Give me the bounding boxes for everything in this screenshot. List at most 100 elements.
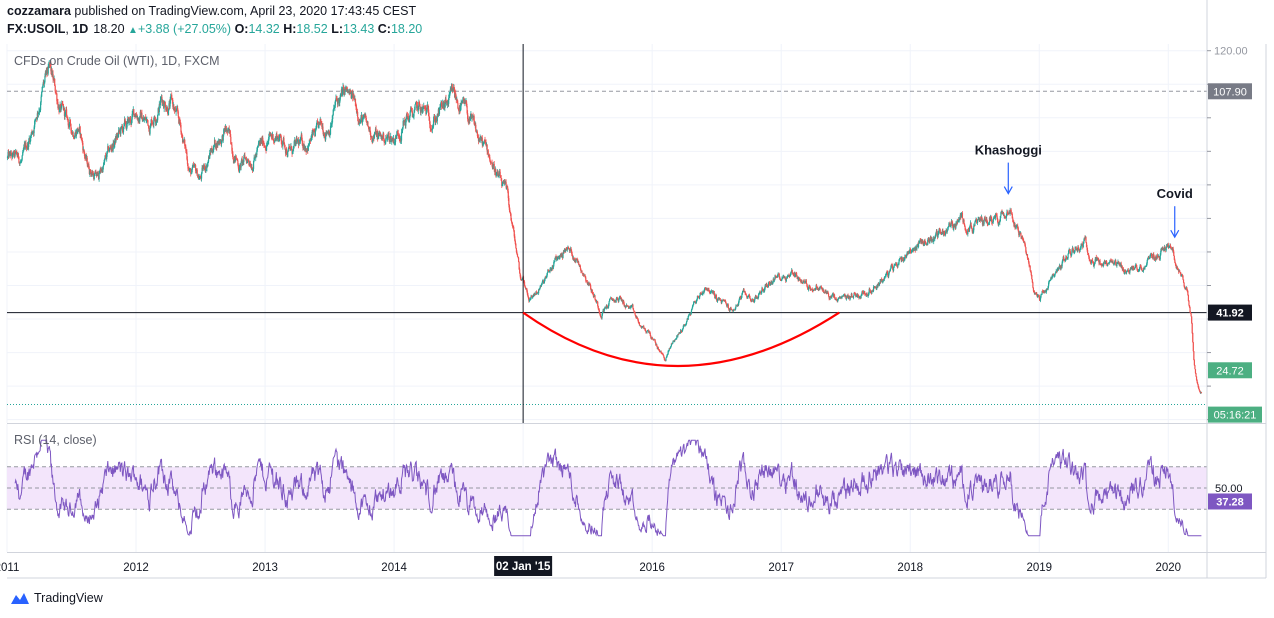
candle-body xyxy=(19,161,22,164)
candle-body xyxy=(225,127,227,129)
low-value: 13.43 xyxy=(343,22,375,36)
candle-body xyxy=(616,297,618,299)
candle-body xyxy=(121,126,124,132)
author-name[interactable]: cozzamara xyxy=(7,4,71,18)
candle-body xyxy=(388,132,390,139)
candle-body xyxy=(778,273,780,277)
candle-body xyxy=(999,215,1001,222)
candle-body xyxy=(400,132,403,141)
candle-body xyxy=(691,305,694,309)
candle-body xyxy=(646,330,648,333)
candle-body xyxy=(592,293,594,295)
candle-body xyxy=(806,283,808,287)
candle-body xyxy=(751,299,753,302)
candle-body xyxy=(393,138,395,144)
candle-body xyxy=(95,170,97,174)
candle-body xyxy=(924,240,926,243)
candle-body xyxy=(357,117,359,122)
candle-body xyxy=(618,298,620,302)
candle-body xyxy=(46,67,48,71)
candle-body xyxy=(179,122,182,126)
candle-body xyxy=(70,130,73,133)
candle-body xyxy=(362,116,365,118)
candle-body xyxy=(475,124,477,132)
candle-body xyxy=(235,156,237,159)
candle-body xyxy=(1103,261,1105,264)
candle-body xyxy=(455,97,457,101)
candle-body xyxy=(927,239,929,245)
candle-body xyxy=(200,172,203,179)
candle-body xyxy=(589,283,591,286)
candle-body xyxy=(667,351,669,354)
candle-body xyxy=(1192,333,1194,343)
candle-body xyxy=(853,293,856,294)
candle-body xyxy=(407,116,410,121)
candle-body xyxy=(758,293,760,297)
candle-body xyxy=(637,318,639,320)
candle-body xyxy=(420,110,422,113)
interval[interactable]: 1D xyxy=(72,22,89,36)
low-label: L: xyxy=(331,22,343,36)
candle-body xyxy=(126,121,128,124)
candle-body xyxy=(323,134,326,137)
candle-body xyxy=(849,296,851,299)
candle-body xyxy=(497,175,500,177)
candle-body xyxy=(1110,259,1112,263)
candle-body xyxy=(687,316,689,320)
candle-body xyxy=(308,144,310,146)
candle-body xyxy=(599,312,601,315)
candle-body xyxy=(883,279,885,280)
candle-body xyxy=(884,275,887,278)
candle-body xyxy=(1087,249,1089,253)
candle-body xyxy=(1168,246,1171,248)
candle-body xyxy=(1048,282,1050,287)
candle-body xyxy=(147,120,149,126)
candle-body xyxy=(761,288,763,292)
candle-body xyxy=(402,127,404,131)
candle-body xyxy=(827,291,829,294)
candle-body xyxy=(690,312,692,315)
candle-body xyxy=(236,159,238,161)
candle-body xyxy=(752,299,754,301)
candle-body xyxy=(362,116,364,121)
candle-body xyxy=(94,174,96,176)
candle-body xyxy=(64,113,66,117)
candle-body xyxy=(501,180,503,187)
candle-body xyxy=(31,133,34,134)
candle-body xyxy=(1027,258,1029,259)
symbol[interactable]: FX:USOIL xyxy=(7,22,66,36)
candle-body xyxy=(113,144,115,146)
candle-body xyxy=(405,115,408,120)
candle-body xyxy=(77,128,79,130)
candle-body xyxy=(747,295,749,297)
candle-body xyxy=(1156,255,1159,257)
candle-body xyxy=(1063,256,1065,260)
candle-body xyxy=(539,287,541,290)
candle-body xyxy=(974,222,976,226)
candle-body xyxy=(509,211,512,214)
candle-body xyxy=(1071,250,1073,254)
candle-body xyxy=(519,269,521,274)
candle-body xyxy=(313,129,315,131)
candle-body xyxy=(1173,251,1175,256)
candle-body xyxy=(318,122,320,126)
candle-body xyxy=(736,305,738,307)
candle-body xyxy=(120,128,122,134)
candle-body xyxy=(747,296,749,299)
candle-body xyxy=(438,107,441,114)
candle-body xyxy=(10,152,12,156)
candle-body xyxy=(262,137,264,144)
candle-body xyxy=(1012,218,1014,222)
candle-body xyxy=(1136,267,1138,270)
candle-body xyxy=(120,126,122,129)
candle-body xyxy=(34,121,36,128)
candle-body xyxy=(538,289,540,291)
candle-body xyxy=(547,269,549,273)
time-tick-label: 2011 xyxy=(0,562,19,574)
tradingview-logo[interactable]: TradingView xyxy=(8,591,103,605)
candle-body xyxy=(90,174,93,176)
candle-body xyxy=(14,153,16,156)
candle-body xyxy=(141,119,144,122)
candle-body xyxy=(73,135,75,139)
